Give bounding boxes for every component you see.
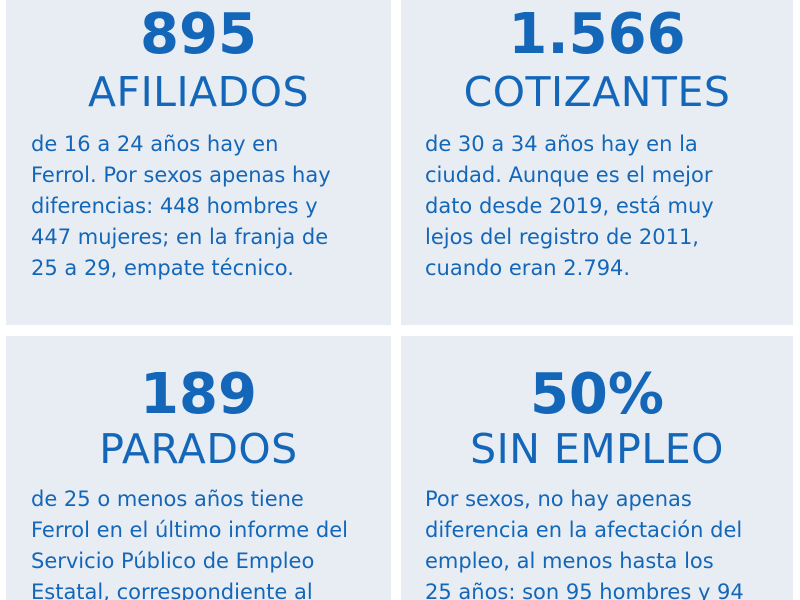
stat-card-sin-empleo: 50% SIN EMPLEO Por sexos, no hay apenas … (401, 336, 793, 600)
stat-card-parados: 189 PARADOS de 25 o menos años tiene Fer… (6, 336, 391, 600)
stat-description: de 25 o menos años tiene Ferrol en el úl… (31, 487, 348, 600)
stat-label: AFILIADOS (87, 68, 310, 116)
stat-description: de 30 a 34 años hay en la ciudad. Aunque… (425, 132, 714, 280)
stat-label: COTIZANTES (463, 68, 731, 116)
stat-description: Por sexos, no hay apenas diferencia en l… (425, 487, 744, 600)
stat-label: SIN EMPLEO (470, 425, 724, 473)
stat-number: 895 (140, 2, 257, 67)
stat-number: 1.566 (508, 2, 686, 67)
stat-number: 50% (529, 362, 665, 427)
stat-card-cotizantes: 1.566 COTIZANTES de 30 a 34 años hay en … (401, 0, 793, 325)
stat-number: 189 (140, 362, 257, 427)
stat-label: PARADOS (99, 425, 298, 473)
stat-card-afiliados: 895 AFILIADOS de 16 a 24 años hay en Fer… (6, 0, 391, 325)
stat-description: de 16 a 24 años hay en Ferrol. Por sexos… (31, 132, 331, 280)
